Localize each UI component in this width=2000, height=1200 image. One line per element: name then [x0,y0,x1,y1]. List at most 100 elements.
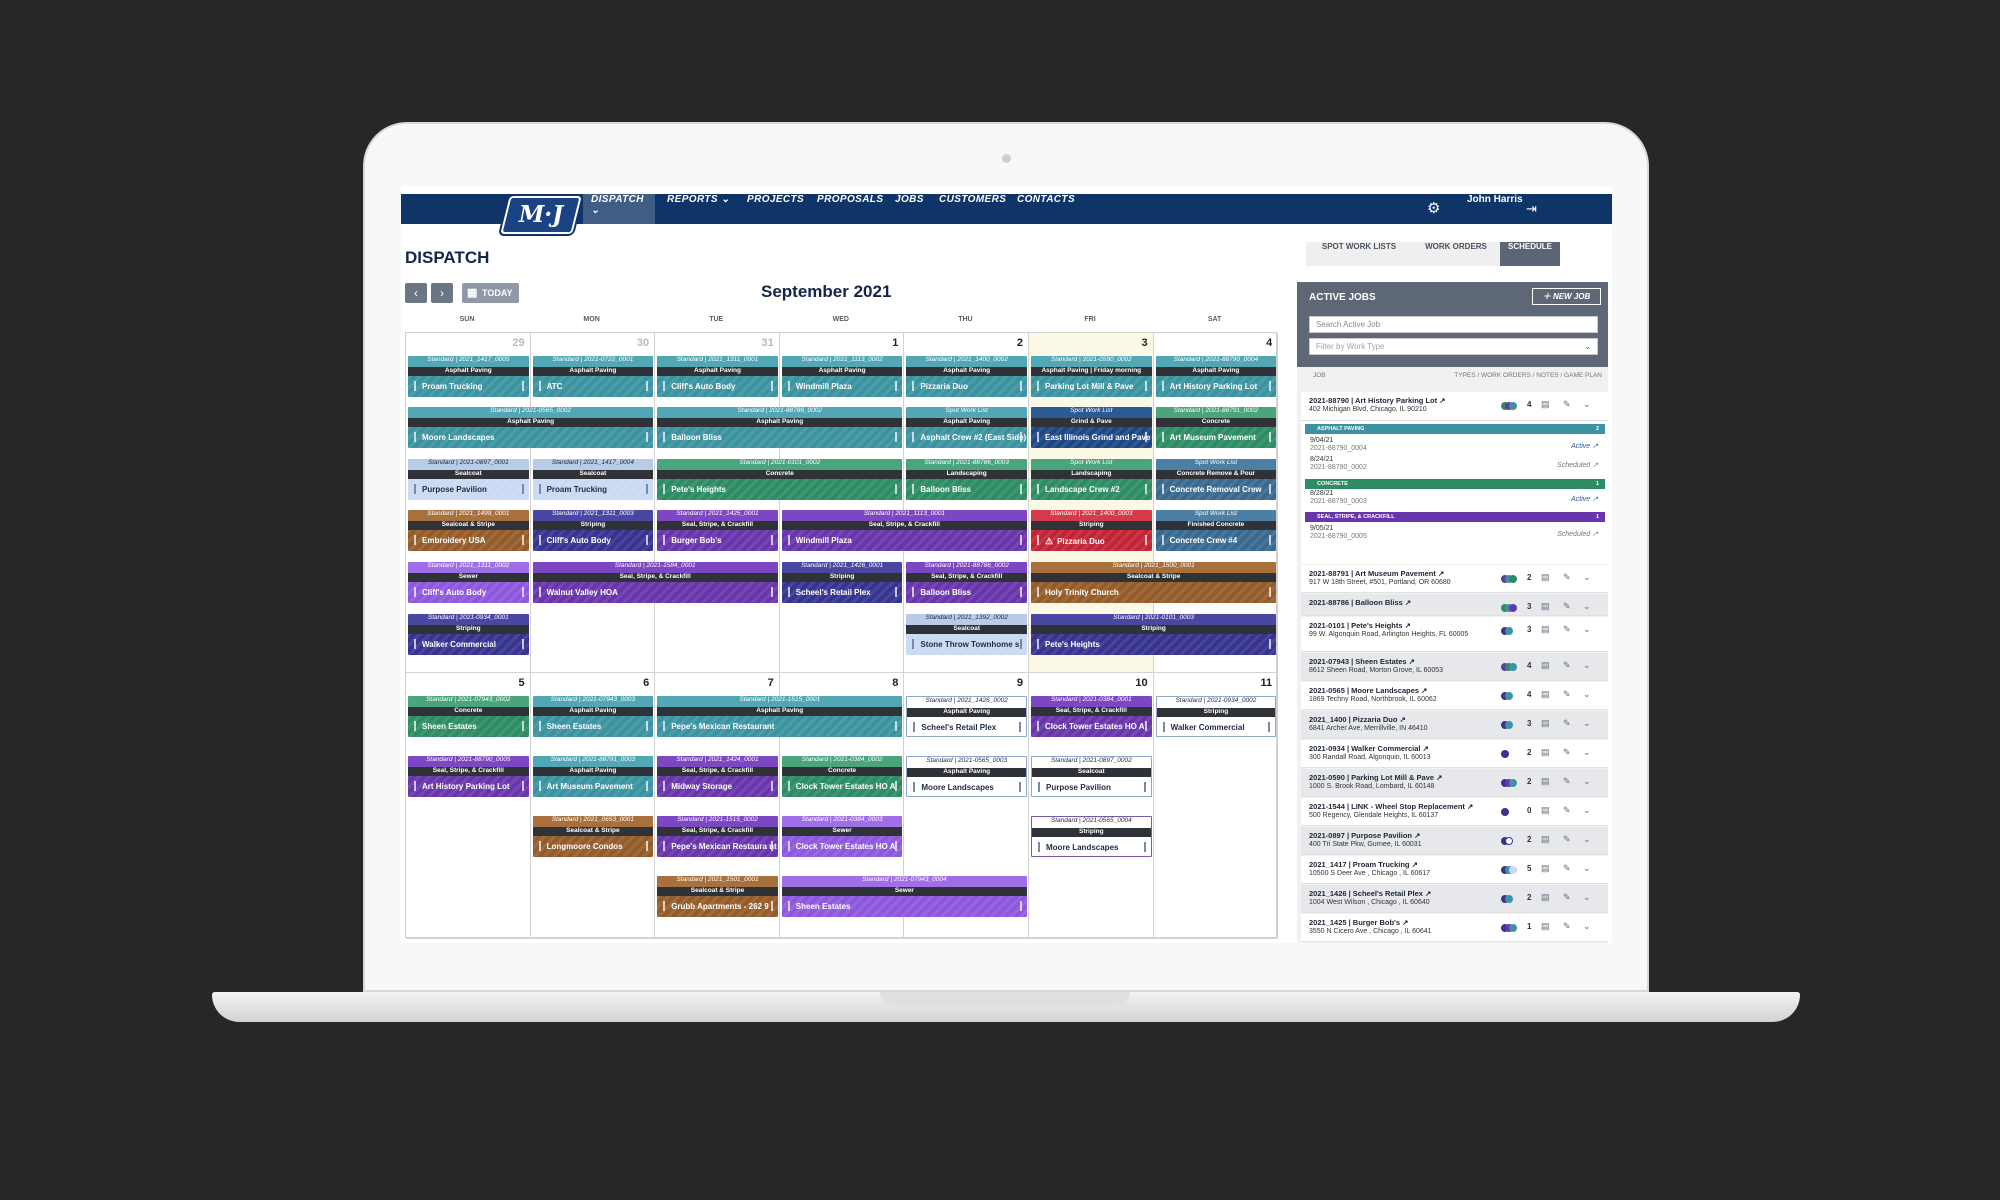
company-logo[interactable]: M·J [500,196,582,234]
notes-icon[interactable]: ▤ [1541,747,1550,757]
work-order-status[interactable]: Active ↗ [1571,496,1598,503]
nav-customers[interactable]: CUSTOMERS [939,194,1007,205]
calendar-event[interactable]: Standard | 2021-88790_0004 Asphalt Paving… [1155,356,1277,397]
calendar-event[interactable]: Standard | 2021-0897_0002 Sealcoat Purpose… [1031,756,1152,797]
notes-icon[interactable]: ▤ [1541,660,1550,670]
game-plan-icon[interactable]: ✎ [1563,399,1571,409]
job-name[interactable]: 2021-0934 | Walker Commercial ↗ [1309,744,1429,753]
calendar-event[interactable]: Standard | 2021-0722_0001 Asphalt Paving A… [532,356,654,397]
day-cell[interactable]: 9 [904,673,1029,939]
calendar-event[interactable]: Standard | 2021_1500_0001 Sealcoat & Stri… [1031,562,1277,603]
filter-work-type-select[interactable]: Filter by Work Type ⌄ [1309,338,1598,355]
calendar-event[interactable]: Standard | 2021-07943_0004 Sewer Sheen Est… [781,876,1027,917]
calendar-event[interactable]: Standard | 2021_1425_0001 Seal, Stripe, &… [657,510,778,551]
game-plan-icon[interactable]: ✎ [1563,834,1571,844]
job-row[interactable]: 2021-0897 | Purpose Pavilion ↗ 400 Tri St… [1301,827,1608,855]
new-job-button[interactable]: ＋ NEW JOB [1532,288,1601,305]
calendar-event[interactable]: Standard | 2021_1426_0001 Striping Scheel'… [781,562,903,603]
chevron-down-icon[interactable]: ⌄ [1583,572,1591,582]
calendar-event[interactable]: Standard | 2021_1113_0001 Seal, Stripe, &… [781,510,1027,551]
calendar-event[interactable]: Standard | 2021-88791_0002 Concrete Art Mu… [1155,407,1277,448]
day-cell[interactable]: 1 [779,333,905,673]
job-name[interactable]: 2021-07943 | Sheen Estates ↗ [1309,657,1415,666]
chevron-down-icon[interactable]: ⌄ [1583,399,1591,409]
nav-proposals[interactable]: PROPOSALS [817,194,884,205]
calendar-event[interactable]: Spot Work List Landscaping Landscape Crew … [1031,459,1152,500]
calendar-event[interactable]: Standard | 2021-0565_0003 Asphalt Paving M… [906,756,1027,797]
calendar-event[interactable]: Standard | 2021-1515_0001 Asphalt Paving P… [657,696,903,737]
notes-icon[interactable]: ▤ [1541,601,1550,611]
calendar-event[interactable]: Standard | 2021-0101_0003 Striping Pete's … [1031,614,1277,655]
calendar-event[interactable]: Standard | 2021_1417_0005 Asphalt Paving P… [408,356,529,397]
notes-icon[interactable]: ▤ [1541,624,1550,634]
today-button[interactable]: ▦ TODAY [462,283,519,303]
calendar-event[interactable]: Standard | 2021_1426_0002 Asphalt Paving S… [906,696,1027,737]
job-row[interactable]: 2021-88786 | Balloon Bliss ↗ 3 ▤ ✎ ⌄ [1301,594,1608,616]
nav-contacts[interactable]: CONTACTS [1017,194,1076,205]
work-order-status[interactable]: Active ↗ [1571,443,1598,450]
calendar-event[interactable]: Standard | 2021_1400_0002 Asphalt Paving P… [906,356,1027,397]
user-name[interactable]: John Harris [1467,194,1523,205]
game-plan-icon[interactable]: ✎ [1563,863,1571,873]
notes-icon[interactable]: ▤ [1541,921,1550,931]
prev-month-button[interactable]: ‹ [405,283,427,303]
day-cell[interactable]: 5 [406,673,531,939]
notes-icon[interactable]: ▤ [1541,399,1550,409]
calendar-event[interactable]: Standard | 2021-0384_0003 Sewer Clock Towe… [781,816,903,857]
game-plan-icon[interactable]: ✎ [1563,747,1571,757]
chevron-down-icon[interactable]: ⌄ [1583,718,1591,728]
day-cell[interactable]: 31 [655,333,780,673]
calendar-event[interactable]: Standard | 2021-1584_0001 Seal, Stripe, &… [532,562,778,603]
calendar-event[interactable]: Standard | 2021_1417_0004 Sealcoat Proam T… [532,459,654,500]
calendar-event[interactable]: Spot Work List Asphalt Paving Asphalt Crew… [906,407,1027,448]
chevron-down-icon[interactable]: ⌄ [1583,776,1591,786]
chevron-down-icon[interactable]: ⌄ [1583,892,1591,902]
calendar-event[interactable]: Standard | 2021-0590_0002 Asphalt Paving … [1031,356,1152,397]
job-name[interactable]: 2021_1400 | Pizzaria Duo ↗ [1309,715,1406,724]
job-name[interactable]: 2021-88791 | Art Museum Pavement ↗ [1309,569,1445,578]
game-plan-icon[interactable]: ✎ [1563,805,1571,815]
job-row[interactable]: 2021-0565 | Moore Landscapes ↗ 1869 Techn… [1301,682,1608,710]
job-name[interactable]: 2021-0101 | Pete's Heights ↗ [1309,621,1411,630]
job-row[interactable]: 2021-0101 | Pete's Heights ↗ 99 W. Algonq… [1301,617,1608,652]
calendar-event[interactable]: Standard | 2021-88790_0005 Seal, Stripe, … [408,756,529,797]
nav-jobs[interactable]: JOBS [895,194,924,205]
day-cell[interactable]: 4 [1153,333,1279,673]
chevron-down-icon[interactable]: ⌄ [1583,689,1591,699]
job-row[interactable]: 2021-1544 | LINK - Wheel Stop Replacemen… [1301,798,1608,826]
chevron-down-icon[interactable]: ⌄ [1583,834,1591,844]
calendar-event[interactable]: Spot Work List Concrete Remove & Pour Conc… [1155,459,1277,500]
calendar-event[interactable]: Standard | 2021-0897_0001 Sealcoat Purpose… [408,459,529,500]
job-name[interactable]: 2021_1426 | Scheel's Retail Plex ↗ [1309,889,1432,898]
chevron-down-icon[interactable]: ⌄ [1583,863,1591,873]
calendar-event[interactable]: Standard | 2021-88786_0003 Landscaping Bal… [906,459,1027,500]
job-name[interactable]: 2021-88786 | Balloon Bliss ↗ [1309,598,1412,607]
chevron-down-icon[interactable]: ⌄ [1583,624,1591,634]
game-plan-icon[interactable]: ✎ [1563,689,1571,699]
calendar-event[interactable]: Standard | 2021-0384_0002 Concrete Clock T… [781,756,903,797]
job-row[interactable]: 2021-07943 | Sheen Estates ↗ 8612 Sheen R… [1301,653,1608,681]
day-cell[interactable]: 2 [904,333,1029,673]
calendar-event[interactable]: Standard | 2021_1113_0002 Asphalt Paving W… [781,356,903,397]
game-plan-icon[interactable]: ✎ [1563,921,1571,931]
day-cell[interactable]: 8 [779,673,905,939]
search-active-job-input[interactable]: Search Active Job [1309,316,1598,333]
calendar-event[interactable]: Standard | 2021_1499_0001 Sealcoat & Stri… [408,510,529,551]
game-plan-icon[interactable]: ✎ [1563,624,1571,634]
notes-icon[interactable]: ▤ [1541,776,1550,786]
notes-icon[interactable]: ▤ [1541,892,1550,902]
job-name[interactable]: 2021-0565 | Moore Landscapes ↗ [1309,686,1428,695]
game-plan-icon[interactable]: ✎ [1563,660,1571,670]
job-row[interactable]: 2021_1425 | Burger Bob's ↗ 3550 N Cicero … [1301,914,1608,942]
calendar-event[interactable]: Standard | 2021-07943_0003 Asphalt Paving… [532,696,654,737]
calendar-event[interactable]: Standard | 2021-88786_0002 Seal, Stripe, … [906,562,1027,603]
notes-icon[interactable]: ▤ [1541,718,1550,728]
work-type-band[interactable]: ASPHALT PAVING 2 [1305,424,1605,434]
work-order-status[interactable]: Scheduled ↗ [1557,531,1598,538]
notes-icon[interactable]: ▤ [1541,689,1550,699]
calendar-event[interactable]: Standard | 2021-0384_0001 Seal, Stripe, &… [1031,696,1152,737]
calendar-event[interactable]: Standard | 2021_1400_0003 Striping ⚠ Pizzar… [1031,510,1152,551]
chevron-down-icon[interactable]: ⌄ [1583,747,1591,757]
chevron-down-icon[interactable]: ⌄ [1583,601,1591,611]
chevron-down-icon[interactable]: ⌄ [1583,805,1591,815]
